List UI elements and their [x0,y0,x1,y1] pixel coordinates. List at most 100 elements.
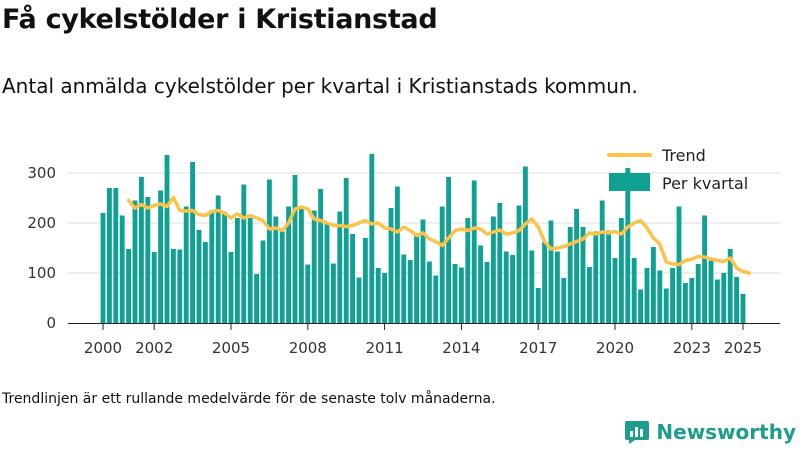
x-tick-label: 2000 [84,339,122,357]
bar [407,260,413,323]
bar [126,249,132,323]
bar [740,294,746,323]
bar [260,240,266,323]
bar [151,252,157,323]
bar [529,250,535,323]
y-tick-label: 300 [27,164,56,182]
bar [695,264,701,323]
bar [196,230,202,323]
bar [682,283,688,323]
x-tick-label: 2005 [212,339,250,357]
bar [452,264,458,323]
x-tick-label: 2014 [442,339,480,357]
bar [375,268,381,323]
bar [388,208,394,323]
bar [439,206,445,323]
bar [209,210,215,323]
bar [574,209,580,323]
trend-line [126,195,752,275]
bar [362,238,368,323]
bar [311,210,317,323]
bar [721,273,727,323]
bar [426,261,432,323]
brand-logo: Newsworthy [624,418,796,446]
x-tick-label: 2020 [596,339,634,357]
bar [708,260,714,323]
bar [631,258,637,323]
bar [606,230,612,323]
bar [234,218,240,323]
bar [279,231,285,323]
bar [106,188,112,323]
bar [535,288,541,323]
bar [158,190,164,323]
bar [497,203,503,323]
bar [657,270,663,323]
legend-bar-swatch [609,173,650,191]
bar [593,231,599,323]
bar [292,175,298,323]
bar [401,254,407,323]
x-tick-label: 2017 [519,339,557,357]
bar [119,215,125,323]
bar [702,215,708,323]
bar [100,213,106,323]
bar [382,273,388,323]
bar [343,178,349,323]
legend: Trend Per kvartal [607,146,748,193]
bar [138,177,144,323]
y-axis: 0 100 200 300 [27,164,56,332]
bar [586,267,592,323]
bar [599,200,605,323]
bar [433,275,439,323]
bar [298,209,304,323]
bar [164,155,170,323]
bar [522,166,528,323]
bar [266,179,272,323]
footnote: Trendlinjen är ett rullande medelvärde f… [2,391,496,407]
x-tick-label: 2002 [135,339,173,357]
bar [465,218,471,323]
bar [446,177,452,323]
bar [356,277,362,323]
bar [183,206,189,323]
bar [170,249,176,323]
x-tick-label: 2011 [366,339,404,357]
bar [228,252,234,323]
x-tick-label: 2025 [724,339,762,357]
bar [644,268,650,323]
bar [650,247,656,323]
bar [548,220,554,323]
chart-title: Få cykelstölder i Kristianstad [2,4,438,35]
chart: 2000 2002 2005 2008 2011 2014 2017 2020 2023 2025… [0,130,800,360]
brand-name: Newsworthy [656,420,796,444]
bar [458,267,464,323]
bar [177,249,183,323]
bar [727,249,733,323]
bar [567,227,573,323]
newsworthy-logo-icon [625,421,650,444]
bar [222,212,228,323]
x-tick-label: 2008 [289,339,327,357]
x-axis: 2000 2002 2005 2008 2011 2014 2017 2020 2023 2025 [68,323,780,357]
bar [670,268,676,323]
y-tick-label: 0 [46,314,56,332]
bar [420,219,426,323]
bar [414,233,420,323]
bar [132,200,138,323]
bar [618,218,624,323]
bar [318,189,324,323]
bar [113,188,119,323]
bar [580,227,586,323]
bar [305,264,311,323]
trend-series [126,195,752,275]
bar [714,279,720,323]
bar [190,162,196,323]
bar [510,255,516,323]
x-tick-label: 2023 [673,339,711,357]
bar [286,206,292,323]
bar-series [100,154,746,323]
bar [145,197,151,323]
bar [254,274,260,323]
bar [689,278,695,323]
